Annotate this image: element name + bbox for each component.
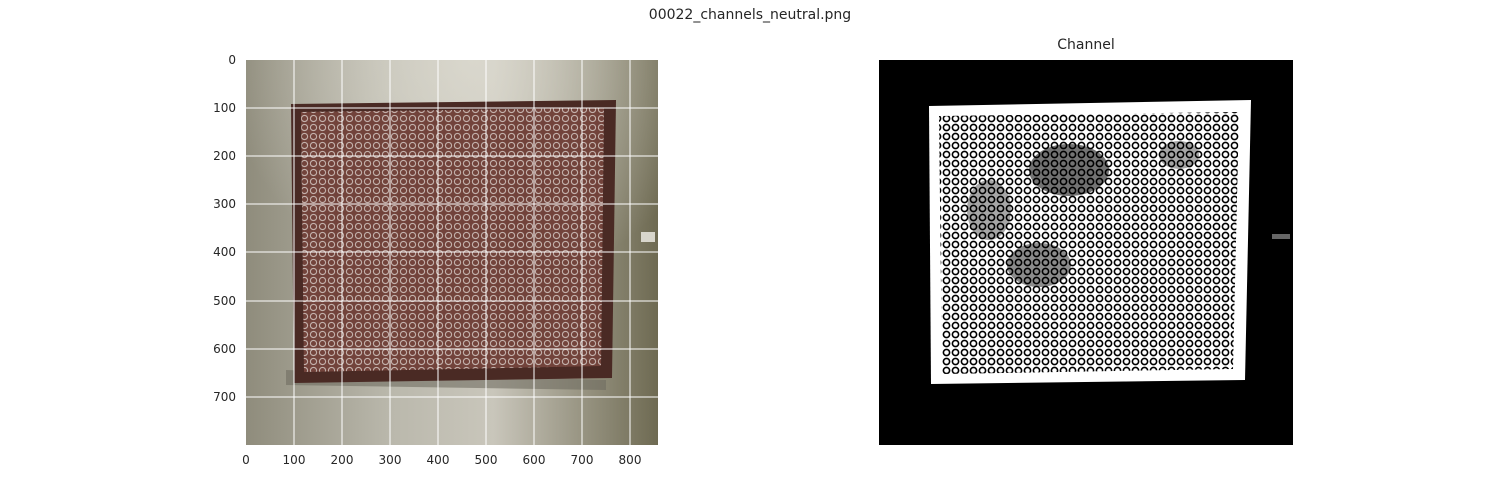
x-tick-label: 600 xyxy=(522,453,546,467)
photo-image xyxy=(246,60,658,445)
x-tick-label: 800 xyxy=(618,453,642,467)
grid-lines xyxy=(246,60,658,445)
x-tick-label: 0 xyxy=(242,453,250,467)
channel-title: Channel xyxy=(1057,37,1115,53)
left-image-axes xyxy=(246,60,658,445)
y-tick-label: 400 xyxy=(213,245,236,259)
textile-loops xyxy=(301,108,604,372)
x-tick-label: 700 xyxy=(570,453,594,467)
y-tick-label: 100 xyxy=(213,101,236,115)
mask-loops xyxy=(939,112,1239,374)
x-tick-label: 400 xyxy=(426,453,450,467)
y-tick-label: 700 xyxy=(213,390,236,404)
x-tick-label: 100 xyxy=(282,453,306,467)
y-tick-label: 500 xyxy=(213,294,236,308)
figure-title: 00022_channels_neutral.png xyxy=(648,7,852,23)
wall-label xyxy=(641,232,655,242)
y-tick-label: 300 xyxy=(213,197,236,211)
mask-label-fragment xyxy=(1272,234,1290,239)
y-tick-label: 0 xyxy=(228,53,236,67)
x-tick-label: 300 xyxy=(378,453,402,467)
x-tick-label: 500 xyxy=(474,453,498,467)
y-tick-label: 200 xyxy=(213,149,236,163)
right-image-axes xyxy=(879,60,1293,445)
x-tick-label: 200 xyxy=(330,453,354,467)
channel-image xyxy=(879,60,1293,445)
y-tick-label: 600 xyxy=(213,342,236,356)
